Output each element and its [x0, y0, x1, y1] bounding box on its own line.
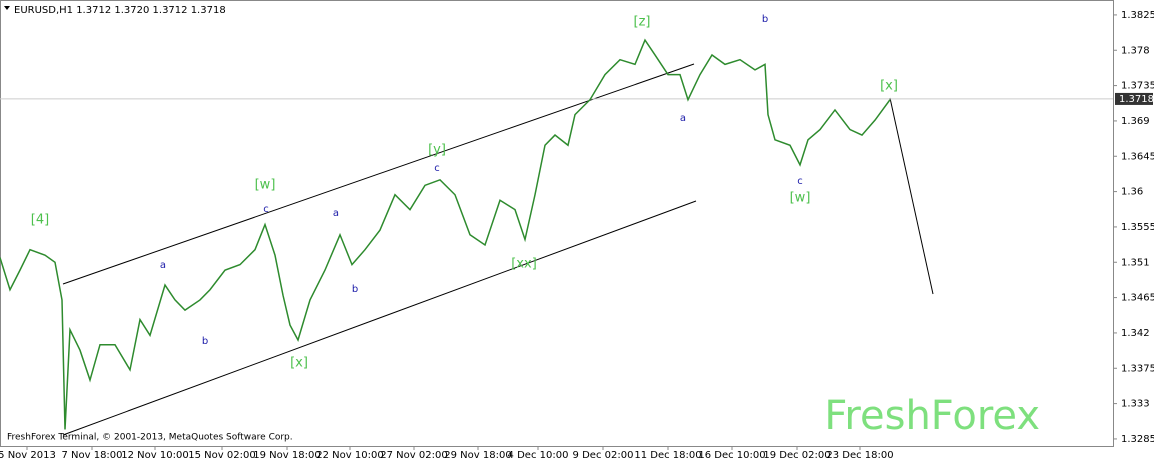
wave-label: a	[160, 260, 166, 271]
wave-label: [w]	[255, 178, 276, 193]
y-tick-label: 1.3825	[1121, 10, 1154, 21]
chart-title: EURUSD,H1 1.3712 1.3720 1.3712 1.3718	[14, 5, 226, 16]
y-tick-label: 1.351	[1121, 257, 1150, 268]
wave-label: b	[202, 336, 208, 347]
wave-label: a	[680, 113, 686, 124]
wave-label: [x]	[880, 79, 898, 94]
x-tick-label: 29 Nov 18:00	[444, 450, 511, 461]
wave-label: c	[797, 176, 803, 187]
y-tick-label: 1.342	[1121, 328, 1150, 339]
x-tick-label: 19 Nov 18:00	[253, 450, 320, 461]
price-line-series	[0, 38, 891, 430]
y-tick-label: 1.3645	[1121, 151, 1154, 162]
wave-label: c	[434, 163, 440, 174]
y-tick-label: 1.3285	[1121, 434, 1154, 445]
wave-label: [4]	[31, 213, 49, 228]
wave-label: b	[352, 284, 358, 295]
wave-label: b	[762, 14, 768, 25]
channel-lower	[62, 200, 697, 436]
y-tick-label: 1.378	[1121, 45, 1150, 56]
footer: FreshForex Terminal, © 2001-2013, MetaQu…	[7, 433, 293, 443]
y-tick-label: 1.333	[1121, 399, 1150, 410]
x-tick-label: 23 Dec 18:00	[826, 450, 893, 461]
menu-arrow[interactable]	[4, 6, 10, 10]
wave-label: [w]	[790, 191, 811, 206]
price-tag-label: 1.3718	[1119, 94, 1154, 105]
price-tag	[1115, 92, 1153, 105]
wave-label: [x]	[290, 356, 308, 371]
x-tick-label: 22 Nov 10:00	[316, 450, 383, 461]
x-tick-label: 16 Dec 10:00	[698, 450, 765, 461]
wave-label: [y]	[428, 143, 446, 158]
x-tick-label: 11 Dec 18:00	[634, 450, 701, 461]
watermark: FreshForex	[824, 393, 1040, 439]
y-tick-label: 1.3465	[1121, 293, 1154, 304]
x-tick-label: 12 Nov 10:00	[121, 450, 188, 461]
wave-label: c	[263, 204, 269, 215]
projection-line	[889, 97, 934, 295]
plot-frame	[0, 0, 1114, 447]
wave-label: [xx]	[511, 257, 537, 272]
y-tick-label: 1.36	[1121, 187, 1143, 198]
x-tick-label: 15 Nov 02:00	[188, 450, 255, 461]
wave-label: [z]	[634, 15, 651, 30]
y-tick-label: 1.369	[1121, 116, 1150, 127]
x-tick-label: 27 Nov 02:00	[380, 450, 447, 461]
y-tick-label: 1.3555	[1121, 222, 1154, 233]
x-tick-label: 7 Nov 18:00	[61, 450, 122, 461]
y-tick-label: 1.3375	[1121, 363, 1154, 374]
x-tick-label: 5 Nov 2013	[0, 450, 56, 461]
x-tick-label: 4 Dec 10:00	[508, 450, 569, 461]
x-tick-label: 9 Dec 02:00	[573, 450, 634, 461]
x-tick-label: 19 Dec 02:00	[763, 450, 830, 461]
y-tick-label: 1.3735	[1121, 81, 1154, 92]
wave-label: a	[333, 208, 339, 219]
